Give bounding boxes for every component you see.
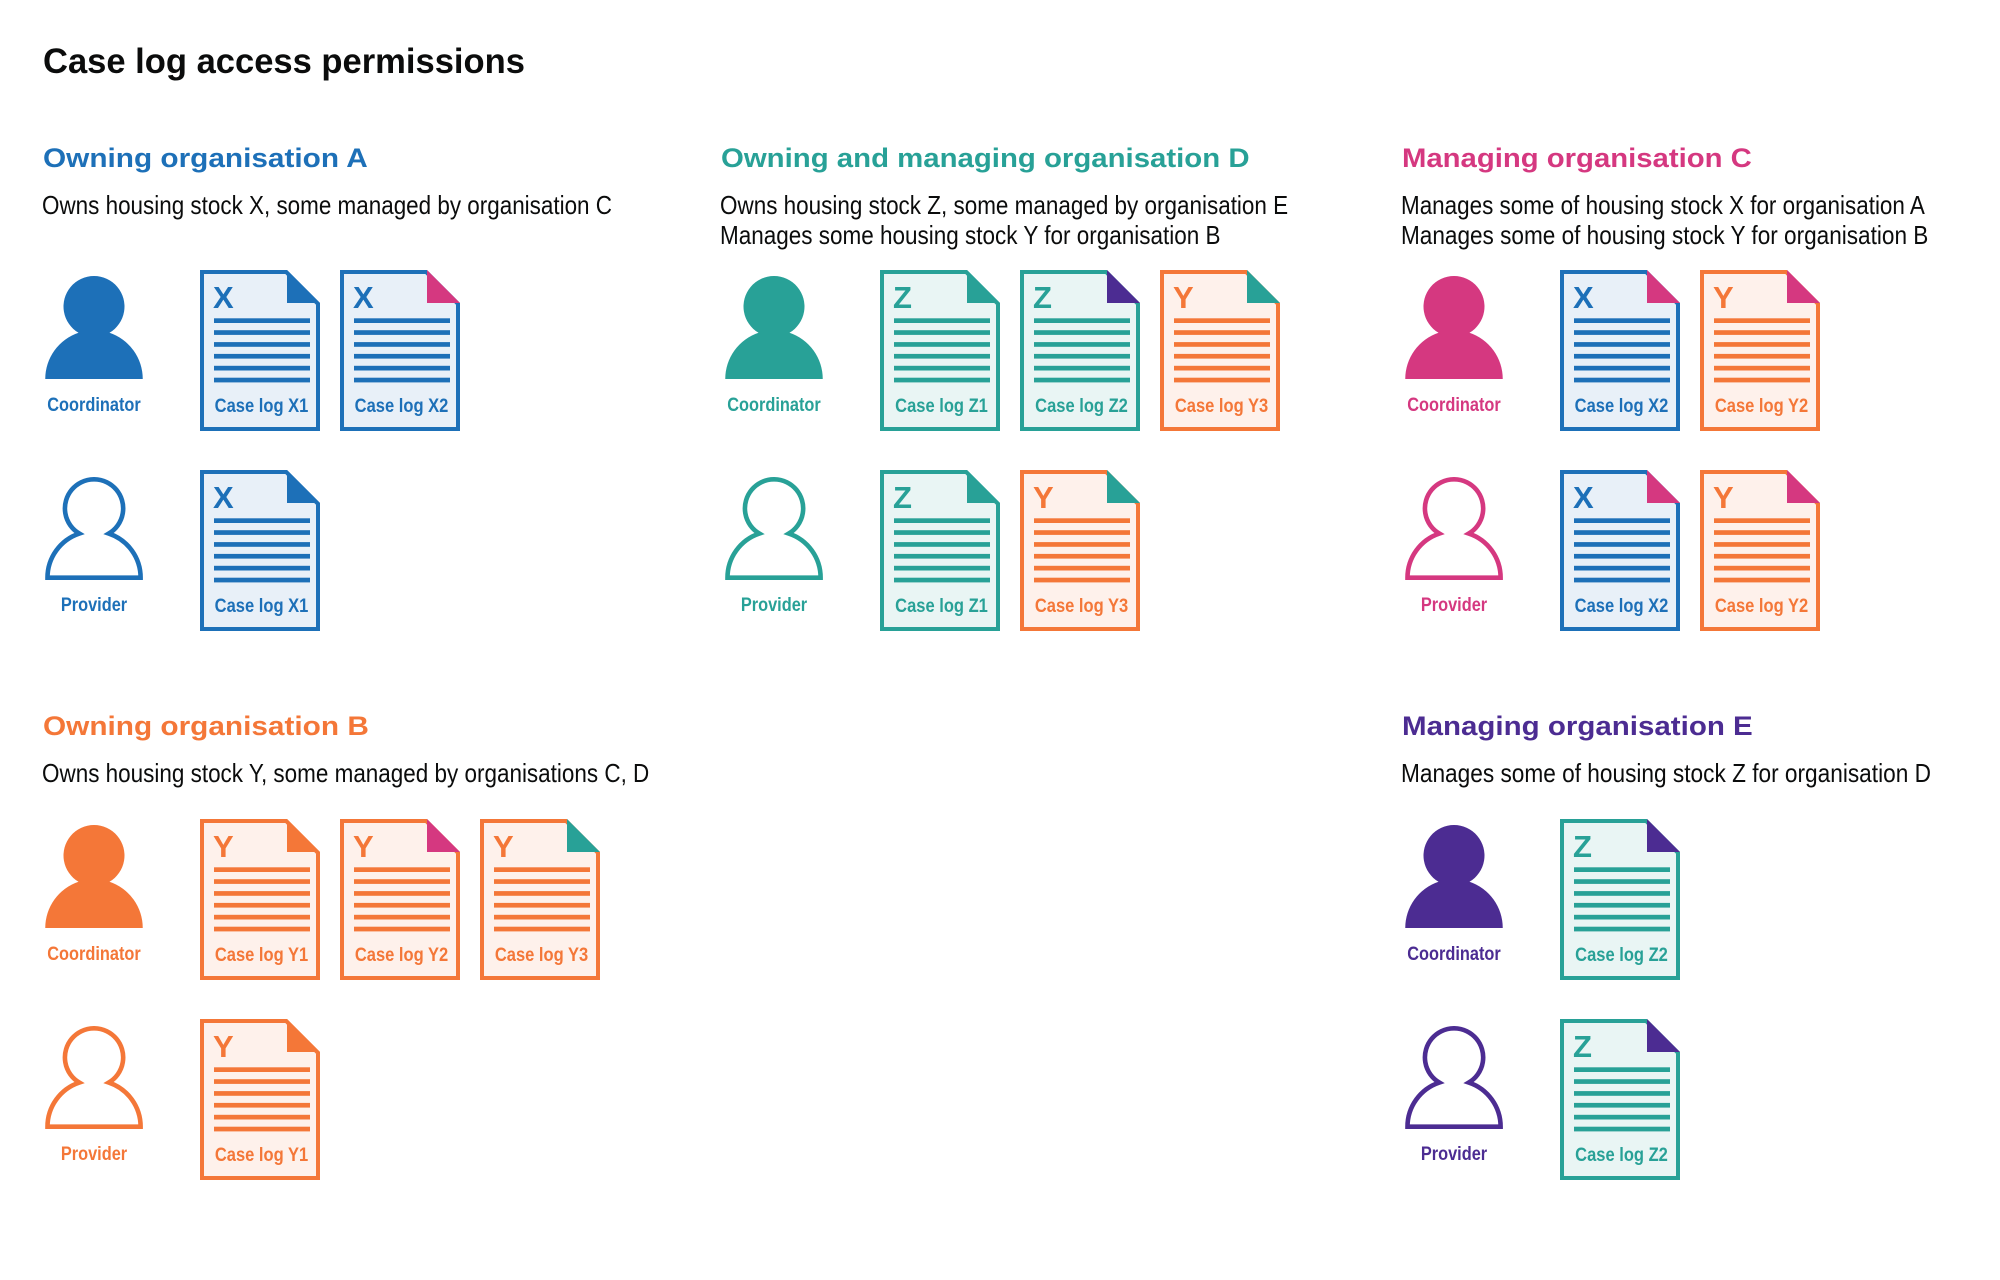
svg-text:Y: Y <box>1173 280 1194 315</box>
svg-text:Case log X2: Case log X2 <box>355 395 449 416</box>
svg-text:Case log Y2: Case log Y2 <box>1715 395 1808 416</box>
svg-text:Y: Y <box>213 1029 234 1064</box>
svg-text:Case log X2: Case log X2 <box>1575 595 1669 616</box>
svg-text:Case log Y3: Case log Y3 <box>1175 395 1268 416</box>
svg-text:Case log Z1: Case log Z1 <box>895 395 988 416</box>
svg-text:Case log Z2: Case log Z2 <box>1575 944 1668 965</box>
svg-text:Z: Z <box>1573 829 1592 864</box>
svg-text:Case log Z2: Case log Z2 <box>1035 395 1128 416</box>
svg-text:Case log Y2: Case log Y2 <box>1715 595 1808 616</box>
svg-text:Y: Y <box>1713 280 1734 315</box>
svg-text:Case log Z2: Case log Z2 <box>1575 1144 1668 1165</box>
svg-text:X: X <box>213 480 234 515</box>
svg-text:X: X <box>353 280 374 315</box>
svg-text:Z: Z <box>893 280 912 315</box>
svg-text:Y: Y <box>1033 480 1054 515</box>
svg-text:Case log Y2: Case log Y2 <box>355 944 448 965</box>
svg-text:X: X <box>213 280 234 315</box>
svg-text:Case log X1: Case log X1 <box>215 595 309 616</box>
svg-text:Case log Z1: Case log Z1 <box>895 595 988 616</box>
svg-text:X: X <box>1573 280 1594 315</box>
svg-text:Z: Z <box>1573 1029 1592 1064</box>
svg-text:Y: Y <box>213 829 234 864</box>
svg-text:Case log Y1: Case log Y1 <box>215 1144 308 1165</box>
svg-text:Case log X2: Case log X2 <box>1575 395 1669 416</box>
svg-text:Z: Z <box>1033 280 1052 315</box>
svg-text:Case log Y3: Case log Y3 <box>495 944 588 965</box>
svg-text:X: X <box>1573 480 1594 515</box>
svg-text:Case log X1: Case log X1 <box>215 395 309 416</box>
svg-text:Case log Y1: Case log Y1 <box>215 944 308 965</box>
svg-text:Z: Z <box>893 480 912 515</box>
svg-text:Y: Y <box>353 829 374 864</box>
svg-text:Y: Y <box>1713 480 1734 515</box>
svg-text:Case log Y3: Case log Y3 <box>1035 595 1128 616</box>
svg-text:Y: Y <box>493 829 514 864</box>
